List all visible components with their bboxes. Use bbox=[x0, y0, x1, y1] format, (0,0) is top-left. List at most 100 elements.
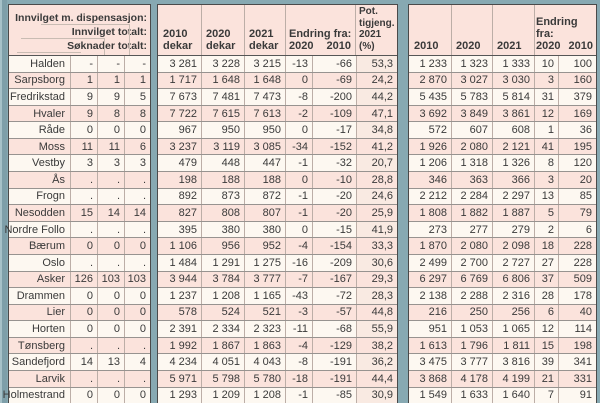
col-header-year: 2010 bbox=[414, 40, 439, 52]
col-header-unit: dekar bbox=[206, 40, 236, 52]
soknader-totalt-value: 11 bbox=[70, 138, 97, 155]
dekar-2021-value: 188 bbox=[244, 172, 285, 188]
soknader-totalt-value: 1 bbox=[70, 72, 97, 89]
innvilget-totalt-value: 8 bbox=[97, 105, 124, 122]
right-endring-2020-value: 27 bbox=[534, 254, 558, 271]
soknader-totalt-value: . bbox=[70, 337, 97, 354]
dekar-2020-value: 3 784 bbox=[201, 271, 244, 288]
right-2010-value: 6 297 bbox=[419, 273, 447, 286]
table-row: Råde 0 0 0 bbox=[9, 122, 150, 139]
innvilget-dispensasjon-value: 0 bbox=[124, 387, 150, 403]
endring-2010-value: -66 bbox=[312, 56, 356, 72]
right-endring-2020-value: 28 bbox=[534, 288, 558, 304]
innvilget-dispensasjon-value: 14 bbox=[124, 205, 150, 221]
right-endring-2020-value: 13 bbox=[534, 188, 558, 205]
endring-2020-value: -4 bbox=[285, 238, 312, 254]
table-row: 3 868 4 178 4 199 21 331 bbox=[409, 370, 596, 388]
dekar-2020-value: 1 867 bbox=[201, 337, 244, 354]
table-row: 1 549 1 633 1 640 7 91 bbox=[409, 387, 596, 403]
right-2020-value: 2 080 bbox=[451, 238, 492, 254]
table-row: Drammen 0 0 0 bbox=[9, 288, 150, 305]
right-endring-2020-value: 1 bbox=[534, 122, 558, 138]
soknader-totalt-value: . bbox=[70, 172, 97, 188]
table-row: Larvik... bbox=[9, 370, 150, 388]
right-panel-rows: 1 233 1 323 1 333 10 100 2 870 3 027 3 030 3 160 5… bbox=[409, 56, 596, 403]
dekar-2010-value: 3 944 bbox=[169, 273, 197, 286]
dekar-2010-value: 967 bbox=[178, 124, 197, 137]
right-endring-2020-value: 31 bbox=[534, 89, 558, 105]
right-2021-value: 1 887 bbox=[492, 205, 534, 221]
dekar-2020-value: 5 798 bbox=[201, 370, 244, 387]
innvilget-totalt-value: 3 bbox=[97, 155, 124, 172]
right-endring-2020-value: 18 bbox=[534, 238, 558, 254]
endring-2010-value: -167 bbox=[312, 271, 356, 288]
innvilget-dispensasjon-value: 103 bbox=[124, 271, 150, 288]
pot-tilgjengelig-value: 44,8 bbox=[356, 304, 397, 321]
table-row: 2 870 3 027 3 030 3 160 bbox=[409, 72, 596, 90]
right-2010-value: 2 499 bbox=[419, 256, 447, 269]
dekar-2010-value: 1 717 bbox=[169, 74, 197, 87]
right-endring-2020-value: 15 bbox=[534, 337, 558, 354]
municipality-name: Tønsberg bbox=[17, 339, 65, 352]
pot-tilgjengelig-value: 44,4 bbox=[356, 370, 397, 387]
dekar-2021-value: 2 323 bbox=[244, 321, 285, 337]
endring-2020-value: -3 bbox=[285, 304, 312, 321]
table-row: 479 448 447 -1 -32 20,7 bbox=[158, 155, 397, 173]
dekar-2020-value: 188 bbox=[201, 172, 244, 188]
right-2020-value: 1 323 bbox=[451, 56, 492, 72]
left-panel-header: Innvilget m. dispensasjon: Innvilget tot… bbox=[9, 5, 150, 56]
right-endring-2010-value: 20 bbox=[558, 172, 596, 188]
header-divider bbox=[451, 5, 452, 55]
soknader-totalt-value: 9 bbox=[70, 89, 97, 105]
dekar-2021-value: 1 165 bbox=[244, 288, 285, 304]
innvilget-dispensasjon-value: 6 bbox=[124, 138, 150, 155]
municipality-name: Frogn bbox=[36, 190, 65, 203]
right-2010-value: 1 926 bbox=[419, 140, 447, 153]
right-2020-value: 1 633 bbox=[451, 387, 492, 403]
right-2021-value: 2 098 bbox=[492, 238, 534, 254]
right-2021-value: 3 816 bbox=[492, 354, 534, 370]
endring-2010-value: -17 bbox=[312, 122, 356, 138]
right-endring-2020-value: 8 bbox=[534, 155, 558, 172]
endring-2020-value: -11 bbox=[285, 321, 312, 337]
right-2020-value: 250 bbox=[451, 304, 492, 321]
municipality-name: Ås bbox=[52, 173, 65, 186]
pot-tilgjengelig-value: 47,1 bbox=[356, 105, 397, 122]
innvilget-totalt-value: 0 bbox=[97, 304, 124, 321]
endring-2020-value: -43 bbox=[285, 288, 312, 304]
right-2020-value: 2 288 bbox=[451, 288, 492, 304]
right-endring-2010-value: 228 bbox=[558, 254, 596, 271]
soknader-totalt-value: . bbox=[70, 370, 97, 387]
table-row: 1 870 2 080 2 098 18 228 bbox=[409, 238, 596, 255]
header-label-soknader: Søknader totalt: bbox=[67, 40, 147, 52]
right-2020-value: 2 284 bbox=[451, 188, 492, 205]
col-header-2020-dekar: 2020 dekar bbox=[201, 28, 244, 52]
table-row: 1 926 2 080 2 121 41 195 bbox=[409, 138, 596, 156]
dekar-2021-value: 7 473 bbox=[244, 89, 285, 105]
pot-tilgjengelig-value: 24,2 bbox=[356, 72, 397, 89]
table-row: 3 281 3 228 3 215 -13 -66 53,3 bbox=[158, 56, 397, 73]
dekar-2010-value: 2 391 bbox=[169, 323, 197, 336]
right-endring-2010-value: 379 bbox=[558, 89, 596, 105]
dekar-2021-value: 872 bbox=[244, 188, 285, 205]
endring-2010-value: -200 bbox=[312, 89, 356, 105]
municipality-name: Holmestrand bbox=[2, 389, 65, 402]
table-row: 5 971 5 798 5 780 -18 -191 44,4 bbox=[158, 370, 397, 388]
right-endring-2020-value: 5 bbox=[534, 205, 558, 221]
endring-2010-value: -191 bbox=[312, 354, 356, 370]
soknader-totalt-value: . bbox=[70, 188, 97, 205]
endring-2010-value: -20 bbox=[312, 205, 356, 221]
dekar-2010-value: 3 281 bbox=[169, 57, 197, 70]
table-row: 951 1 053 1 065 12 114 bbox=[409, 321, 596, 338]
right-2010-value: 1 613 bbox=[419, 339, 447, 352]
endring-2010-value: -191 bbox=[312, 370, 356, 387]
table-row: 1 992 1 867 1 863 -4 -129 38,2 bbox=[158, 337, 397, 355]
innvilget-dispensasjon-value: . bbox=[124, 188, 150, 205]
header-divider bbox=[534, 5, 535, 55]
table-row: 578 524 521 -3 -57 44,8 bbox=[158, 304, 397, 322]
right-2020-value: 3 777 bbox=[451, 354, 492, 370]
endring-2010-value: -20 bbox=[312, 188, 356, 205]
innvilget-totalt-value: . bbox=[97, 370, 124, 387]
dekar-2020-value: 1 209 bbox=[201, 387, 244, 403]
municipality-name: Asker bbox=[36, 273, 65, 286]
